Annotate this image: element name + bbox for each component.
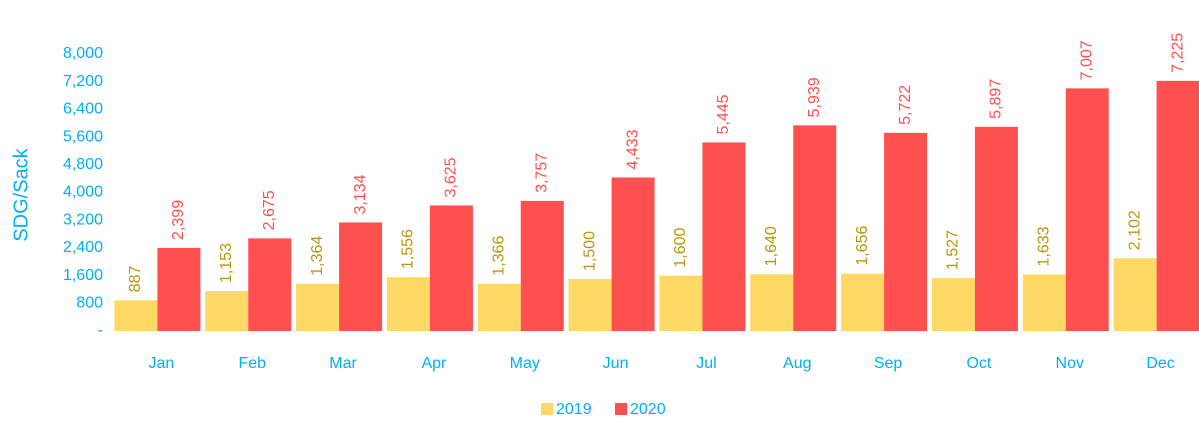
bar: [339, 222, 383, 331]
value-label: 887: [127, 265, 144, 292]
bar: [520, 200, 564, 331]
y-tick-label: 3,200: [63, 211, 103, 228]
value-label: 7,225: [1169, 33, 1186, 73]
value-label: 5,897: [988, 79, 1005, 119]
bar: [931, 278, 975, 331]
legend-label: 2019: [556, 401, 592, 418]
value-label: 1,600: [672, 227, 689, 267]
x-tick-label: Mar: [329, 355, 357, 372]
bar: [568, 279, 612, 331]
bar: [884, 132, 928, 331]
x-tick-label: Apr: [421, 355, 447, 372]
legend-swatch: [615, 403, 627, 415]
bar: [659, 275, 703, 331]
x-tick-label: Oct: [966, 355, 991, 372]
x-tick-label: Feb: [238, 355, 266, 372]
value-label: 3,757: [533, 153, 550, 193]
y-tick-label: 4,000: [63, 184, 103, 201]
value-label: 5,939: [806, 77, 823, 117]
bar: [477, 283, 521, 331]
value-label: 1,656: [854, 226, 871, 266]
bar: [1156, 80, 1199, 331]
value-label: 7,007: [1078, 40, 1095, 80]
bar: [248, 238, 292, 331]
value-label: 5,445: [715, 94, 732, 134]
value-label: 4,433: [624, 129, 641, 169]
bar: [841, 273, 885, 331]
legend-swatch: [541, 403, 553, 415]
value-label: 2,675: [261, 190, 278, 230]
bar: [205, 291, 249, 331]
value-label: 1,153: [218, 243, 235, 283]
y-tick-label: 5,600: [63, 128, 103, 145]
value-label: 3,625: [443, 157, 460, 197]
bar: [157, 247, 201, 331]
bar: [611, 177, 655, 331]
value-label: 2,102: [1126, 210, 1143, 250]
x-tick-label: Jan: [149, 355, 175, 372]
x-tick-label: Jun: [603, 355, 629, 372]
value-label: 1,500: [581, 231, 598, 271]
value-label: 1,527: [945, 230, 962, 270]
legend-label: 2020: [630, 401, 666, 418]
value-label: 1,640: [763, 226, 780, 266]
x-tick-label: Sep: [874, 355, 903, 372]
y-tick-label: 7,200: [63, 73, 103, 90]
value-label: 1,633: [1035, 226, 1052, 266]
bar: [429, 205, 473, 331]
bar: [750, 274, 794, 331]
y-tick-label: 6,400: [63, 101, 103, 118]
x-tick-label: Aug: [783, 355, 811, 372]
bar: [1113, 258, 1157, 331]
bar: [114, 300, 158, 331]
y-tick-label: 4,800: [63, 156, 103, 173]
y-tick-label: 8,000: [63, 45, 103, 62]
y-tick-label: 800: [76, 295, 103, 312]
x-tick-label: May: [510, 355, 540, 372]
bar: [793, 125, 837, 331]
x-tick-label: Dec: [1146, 355, 1174, 372]
y-axis-title: SDG/Sack: [10, 147, 32, 241]
bar: [1065, 88, 1109, 331]
bar: [974, 126, 1018, 331]
y-tick-label: 2,400: [63, 239, 103, 256]
value-label: 1,364: [309, 236, 326, 276]
y-tick-label: 1,600: [63, 267, 103, 284]
value-label: 3,134: [352, 174, 369, 214]
x-tick-label: Jul: [696, 355, 716, 372]
bar: [1022, 274, 1066, 331]
value-label: 1,556: [400, 229, 417, 269]
y-tick-label: -: [98, 322, 103, 339]
value-label: 5,722: [897, 85, 914, 125]
x-tick-label: Nov: [1056, 355, 1084, 372]
bar: [296, 283, 340, 331]
value-label: 2,399: [170, 200, 187, 240]
bar: [386, 277, 430, 331]
value-label: 1,366: [490, 236, 507, 276]
bar: [702, 142, 746, 331]
